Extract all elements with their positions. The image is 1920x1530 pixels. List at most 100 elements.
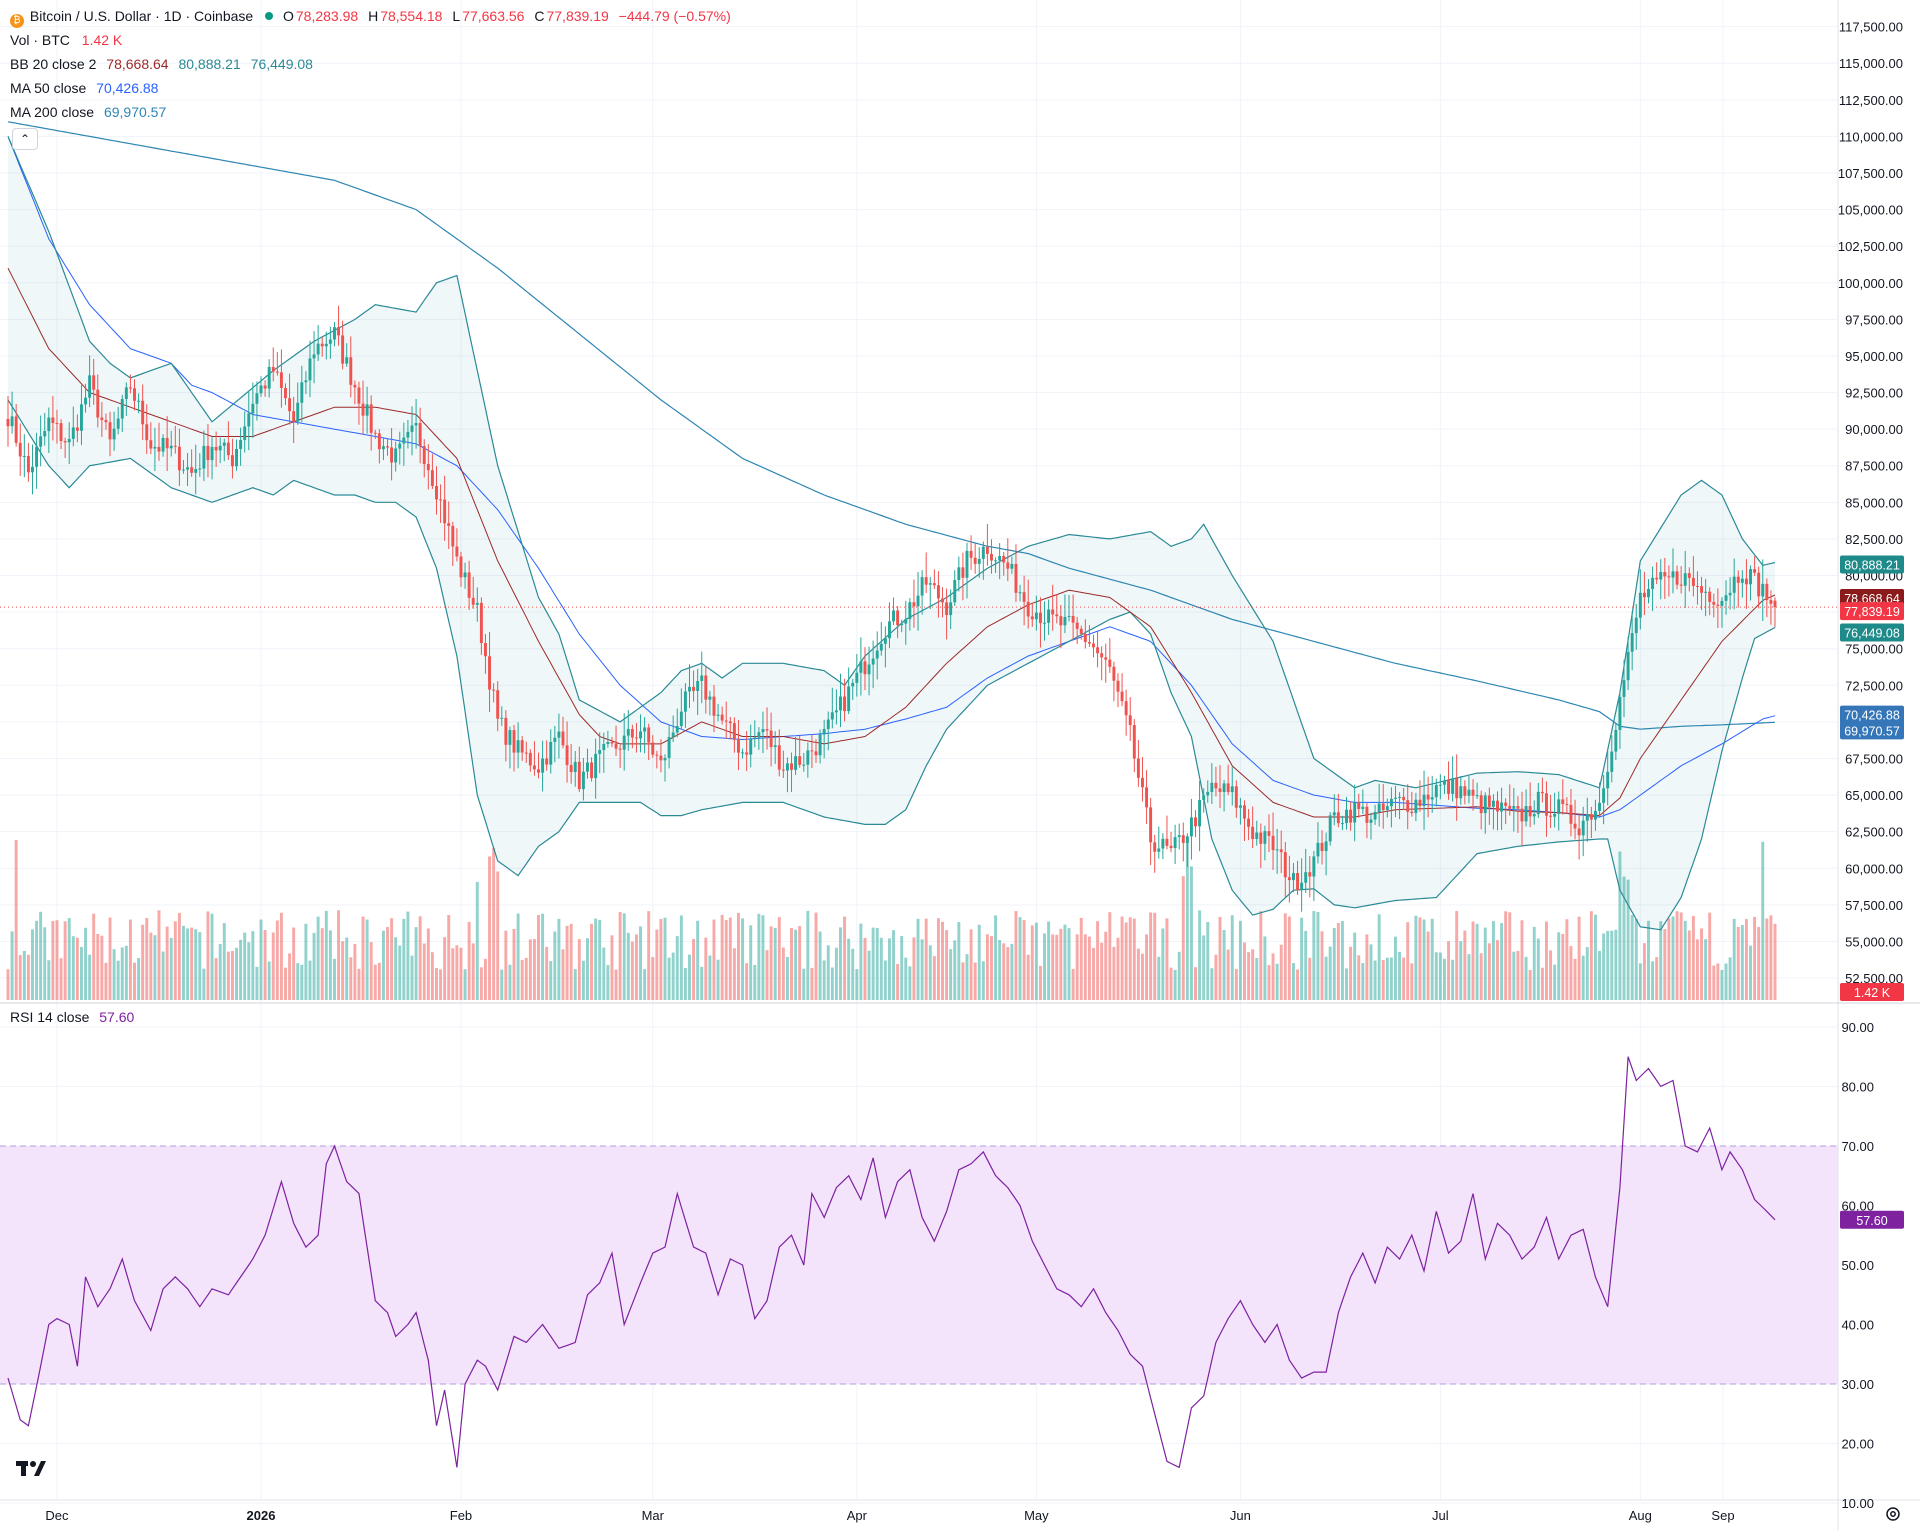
- candle-body[interactable]: [398, 443, 402, 449]
- candle-body[interactable]: [834, 710, 838, 713]
- candle-body[interactable]: [900, 623, 904, 626]
- candle-body[interactable]: [308, 358, 312, 381]
- candle-body[interactable]: [169, 445, 173, 449]
- candle-body[interactable]: [1422, 794, 1426, 806]
- volume-legend[interactable]: Vol · BTC 1.42 K: [10, 30, 124, 50]
- candle-body[interactable]: [1524, 806, 1528, 822]
- candle-body[interactable]: [63, 441, 67, 443]
- candle-body[interactable]: [1430, 797, 1434, 800]
- candle-body[interactable]: [1532, 814, 1536, 817]
- candle-body[interactable]: [1496, 800, 1499, 812]
- candle-body[interactable]: [1079, 628, 1083, 634]
- candle-body[interactable]: [606, 741, 610, 745]
- candle-body[interactable]: [349, 357, 353, 385]
- candle-body[interactable]: [353, 384, 357, 388]
- candle-body[interactable]: [390, 447, 394, 463]
- candle-body[interactable]: [1340, 823, 1344, 825]
- candle-body[interactable]: [822, 728, 826, 735]
- candle-body[interactable]: [251, 403, 255, 414]
- candle-body[interactable]: [1655, 577, 1659, 580]
- candle-body[interactable]: [373, 432, 377, 434]
- candle-body[interactable]: [1030, 616, 1034, 620]
- candle-body[interactable]: [904, 619, 908, 624]
- candle-body[interactable]: [1198, 799, 1202, 827]
- candle-body[interactable]: [655, 754, 659, 756]
- candle-body[interactable]: [1357, 802, 1361, 810]
- candle-body[interactable]: [206, 445, 210, 461]
- candle-body[interactable]: [1263, 831, 1267, 844]
- candle-body[interactable]: [59, 423, 63, 442]
- candle-body[interactable]: [965, 550, 969, 578]
- candle-body[interactable]: [1022, 592, 1026, 602]
- candle-body[interactable]: [598, 750, 602, 754]
- candle-body[interactable]: [1691, 577, 1695, 586]
- candle-body[interactable]: [1463, 786, 1467, 796]
- candle-body[interactable]: [1402, 796, 1406, 801]
- candle-body[interactable]: [1267, 831, 1271, 836]
- candle-body[interactable]: [1516, 806, 1520, 809]
- candle-body[interactable]: [586, 762, 589, 772]
- candle-body[interactable]: [1328, 815, 1332, 842]
- candle-body[interactable]: [508, 730, 512, 745]
- candle-body[interactable]: [84, 397, 88, 405]
- candle-body[interactable]: [863, 661, 867, 675]
- candle-body[interactable]: [1173, 837, 1177, 849]
- candle-body[interactable]: [1116, 680, 1120, 692]
- candle-body[interactable]: [1638, 592, 1642, 618]
- candle-body[interactable]: [455, 546, 459, 557]
- candle-body[interactable]: [634, 737, 638, 739]
- candle-body[interactable]: [1124, 701, 1128, 716]
- candles[interactable]: [6, 305, 1777, 912]
- candle-body[interactable]: [1381, 803, 1385, 811]
- candle-body[interactable]: [839, 696, 842, 711]
- candle-body[interactable]: [1316, 842, 1320, 857]
- candle-body[interactable]: [116, 418, 120, 429]
- candle-body[interactable]: [332, 327, 336, 340]
- candle-body[interactable]: [345, 357, 349, 364]
- candle-body[interactable]: [214, 446, 218, 451]
- candle-body[interactable]: [777, 745, 781, 770]
- candle-body[interactable]: [410, 425, 414, 432]
- candle-body[interactable]: [528, 752, 532, 766]
- candle-body[interactable]: [1479, 795, 1483, 814]
- candle-body[interactable]: [867, 664, 871, 675]
- candle-body[interactable]: [79, 404, 83, 431]
- candle-body[interactable]: [300, 382, 304, 403]
- candle-body[interactable]: [618, 748, 622, 750]
- candle-body[interactable]: [296, 402, 300, 422]
- candle-body[interactable]: [843, 696, 847, 712]
- candle-body[interactable]: [292, 411, 296, 422]
- candle-body[interactable]: [479, 602, 483, 644]
- candle-body[interactable]: [271, 366, 275, 372]
- candle-body[interactable]: [1096, 647, 1100, 654]
- candle-body[interactable]: [22, 455, 26, 457]
- candle-body[interactable]: [936, 585, 940, 599]
- candle-body[interactable]: [243, 426, 247, 441]
- candle-body[interactable]: [1365, 806, 1369, 823]
- candle-body[interactable]: [177, 446, 181, 471]
- candle-body[interactable]: [1006, 562, 1010, 569]
- candle-body[interactable]: [1769, 600, 1773, 604]
- candle-body[interactable]: [1757, 572, 1761, 597]
- candle-body[interactable]: [430, 470, 434, 486]
- candle-body[interactable]: [1618, 696, 1622, 730]
- candle-body[interactable]: [1418, 799, 1422, 806]
- candle-body[interactable]: [1202, 795, 1206, 800]
- candle-body[interactable]: [112, 428, 116, 440]
- candle-body[interactable]: [998, 555, 1002, 561]
- candle-body[interactable]: [1561, 799, 1565, 804]
- candle-body[interactable]: [753, 737, 757, 739]
- candle-body[interactable]: [932, 583, 936, 586]
- candle-body[interactable]: [337, 327, 341, 336]
- candle-body[interactable]: [26, 455, 30, 473]
- candle-body[interactable]: [908, 602, 912, 620]
- candle-body[interactable]: [386, 446, 389, 448]
- candle-body[interactable]: [1557, 799, 1561, 814]
- candle-body[interactable]: [259, 385, 263, 394]
- candle-body[interactable]: [1626, 651, 1630, 681]
- candle-body[interactable]: [1589, 814, 1593, 820]
- candle-body[interactable]: [137, 400, 141, 402]
- candle-body[interactable]: [692, 686, 696, 691]
- candle-body[interactable]: [785, 763, 789, 771]
- candle-body[interactable]: [1083, 633, 1087, 643]
